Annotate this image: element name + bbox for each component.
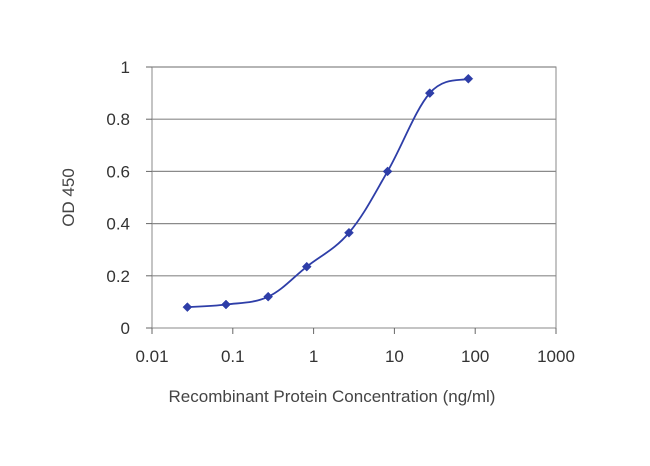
series-line: [187, 77, 469, 309]
y-tick-label: 0.2: [106, 267, 130, 286]
x-tick-label: 1: [309, 347, 318, 366]
data-point: [263, 291, 274, 302]
x-tick-label: 100: [461, 347, 489, 366]
data-point: [463, 73, 474, 84]
grid-lines: [152, 66, 556, 277]
data-point: [301, 261, 312, 272]
data-point: [221, 299, 231, 310]
data-point: [382, 166, 393, 177]
y-tick-label: 1: [121, 58, 130, 77]
x-tick-label: 0.01: [135, 347, 168, 366]
y-tick-label: 0.6: [106, 162, 130, 181]
x-tick-label: 10: [385, 347, 404, 366]
series-layer: [182, 73, 474, 312]
x-tick-label: 0.1: [221, 347, 245, 366]
y-axis-title: OD 450: [59, 168, 78, 227]
x-tick-label: 1000: [537, 347, 575, 366]
y-axis: 0 0.2 0.4 0.6 0.8 1: [106, 58, 152, 338]
data-point: [344, 227, 354, 238]
y-tick-label: 0.4: [106, 215, 130, 234]
data-point: [424, 88, 435, 98]
y-tick-label: 0: [121, 319, 130, 338]
x-axis-title: Recombinant Protein Concentration (ng/ml…: [169, 387, 496, 406]
data-point: [182, 302, 193, 312]
x-axis: 0.01 0.1 1 10 100 1000: [135, 328, 575, 366]
y-tick-label: 0.8: [106, 110, 130, 129]
plot-frame: [151, 66, 557, 329]
